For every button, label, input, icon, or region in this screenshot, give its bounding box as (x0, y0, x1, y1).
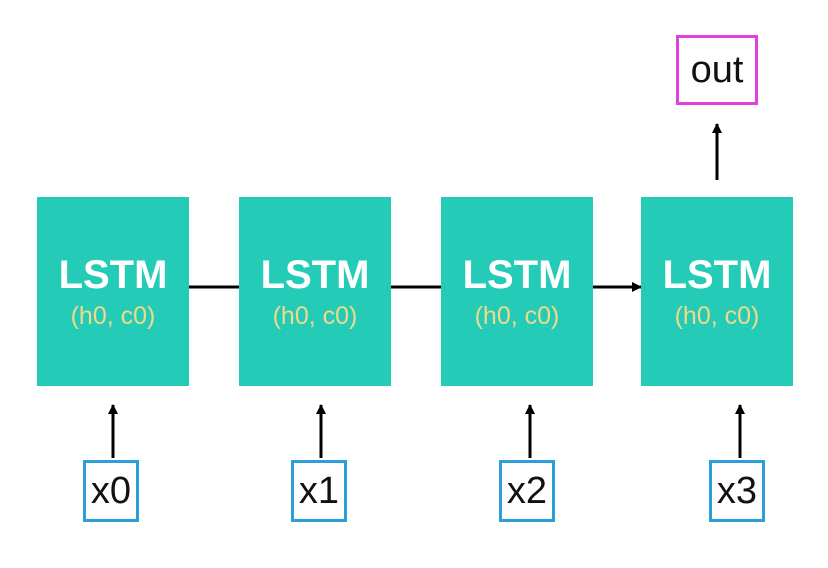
lstm-cell-title: LSTM (260, 252, 370, 297)
input-node-x1: x1 (291, 460, 347, 522)
lstm-cell-state: (h0, c0) (70, 301, 156, 330)
lstm-cell-0: LSTM (h0, c0) (37, 197, 189, 386)
lstm-cell-3: LSTM (h0, c0) (641, 197, 793, 386)
input-node-x2: x2 (499, 460, 555, 522)
lstm-cell-1: LSTM (h0, c0) (239, 197, 391, 386)
lstm-cell-title: LSTM (662, 252, 772, 297)
lstm-cell-2: LSTM (h0, c0) (441, 197, 593, 386)
input-node-x3: x3 (709, 460, 765, 522)
lstm-cell-state: (h0, c0) (474, 301, 560, 330)
lstm-cell-state: (h0, c0) (272, 301, 358, 330)
lstm-cell-title: LSTM (58, 252, 168, 297)
output-node: out (676, 35, 758, 105)
lstm-cell-title: LSTM (462, 252, 572, 297)
input-node-x0: x0 (83, 460, 139, 522)
lstm-cell-state: (h0, c0) (674, 301, 760, 330)
